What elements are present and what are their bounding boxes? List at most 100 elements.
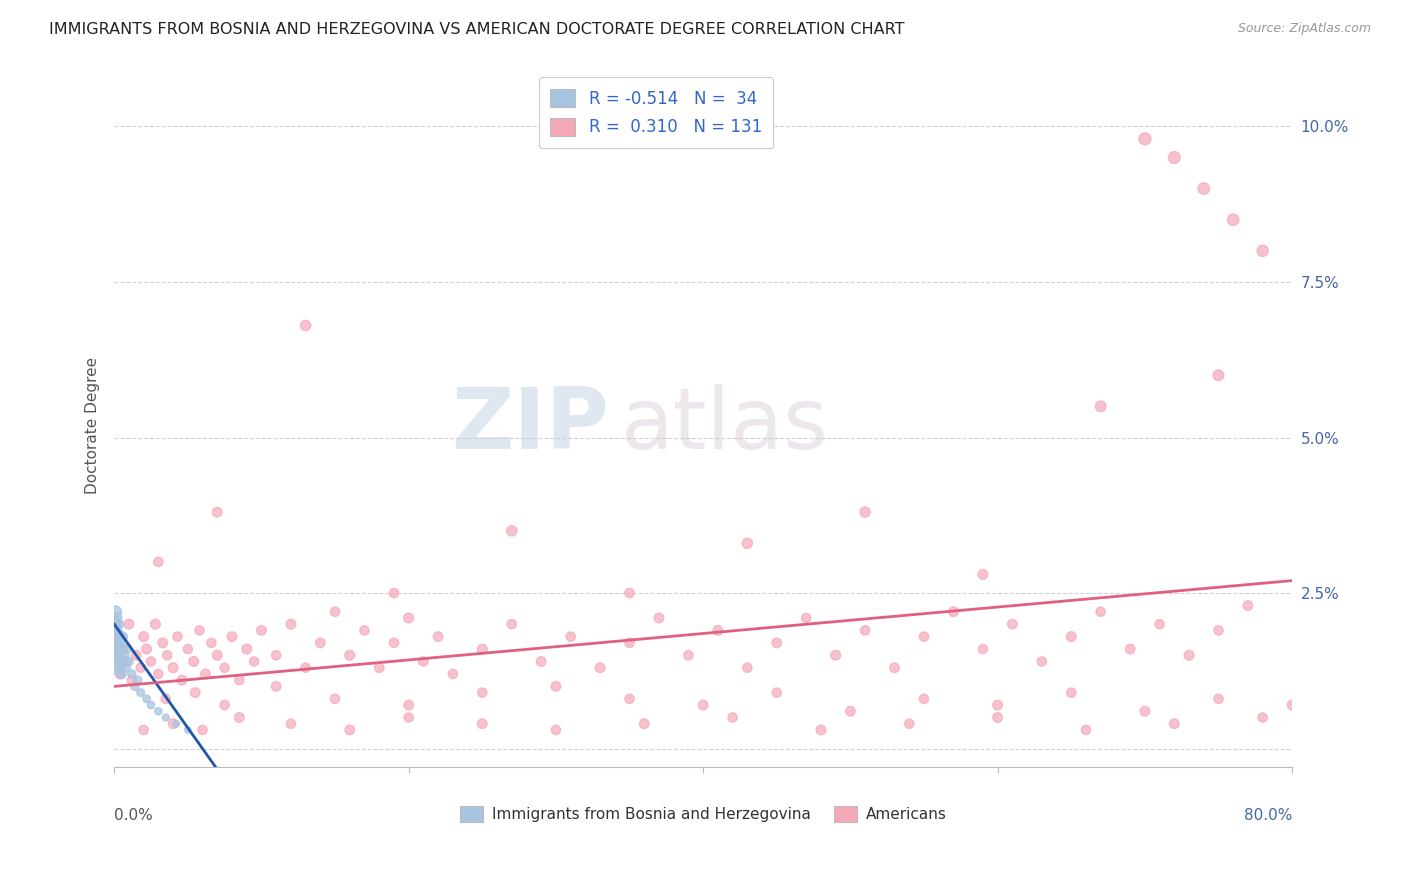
- Point: [1208, 624, 1230, 638]
- Point: [132, 630, 155, 644]
- Point: [135, 691, 157, 706]
- Point: [148, 704, 170, 718]
- Point: [264, 679, 287, 693]
- Text: Source: ZipAtlas.com: Source: ZipAtlas.com: [1237, 22, 1371, 36]
- Point: [853, 624, 876, 638]
- Point: [294, 661, 316, 675]
- Point: [104, 605, 127, 619]
- Point: [135, 642, 157, 657]
- Point: [129, 661, 152, 675]
- Point: [1090, 400, 1112, 414]
- Point: [200, 636, 222, 650]
- Point: [165, 716, 187, 731]
- Point: [177, 642, 200, 657]
- Point: [972, 642, 994, 657]
- Point: [139, 655, 162, 669]
- Point: [471, 685, 494, 699]
- Point: [105, 642, 128, 657]
- Point: [471, 716, 494, 731]
- Y-axis label: Doctorate Degree: Doctorate Degree: [86, 357, 100, 493]
- Point: [127, 673, 149, 688]
- Point: [382, 586, 405, 600]
- Point: [115, 655, 138, 669]
- Point: [987, 710, 1010, 724]
- Point: [544, 679, 567, 693]
- Point: [678, 648, 700, 663]
- Point: [382, 636, 405, 650]
- Point: [155, 710, 177, 724]
- Point: [824, 648, 846, 663]
- Point: [145, 617, 167, 632]
- Point: [155, 691, 177, 706]
- Point: [104, 648, 127, 663]
- Point: [118, 617, 141, 632]
- Point: [104, 617, 127, 632]
- Point: [501, 617, 523, 632]
- Point: [765, 685, 787, 699]
- Point: [412, 655, 434, 669]
- Point: [162, 716, 184, 731]
- Point: [228, 673, 250, 688]
- Point: [589, 661, 612, 675]
- Point: [619, 586, 641, 600]
- Point: [883, 661, 905, 675]
- Point: [156, 648, 179, 663]
- Point: [207, 648, 229, 663]
- Point: [121, 673, 143, 688]
- Point: [1149, 617, 1171, 632]
- Point: [1133, 704, 1156, 718]
- Point: [103, 630, 125, 644]
- Point: [912, 691, 935, 706]
- Point: [110, 642, 132, 657]
- Point: [104, 624, 127, 638]
- Point: [898, 716, 921, 731]
- Point: [194, 667, 217, 681]
- Point: [987, 698, 1010, 712]
- Point: [1251, 710, 1274, 724]
- Point: [765, 636, 787, 650]
- Point: [398, 611, 420, 625]
- Point: [721, 710, 744, 724]
- Point: [368, 661, 391, 675]
- Point: [737, 661, 759, 675]
- Point: [737, 536, 759, 550]
- Text: IMMIGRANTS FROM BOSNIA AND HERZEGOVINA VS AMERICAN DOCTORATE DEGREE CORRELATION : IMMIGRANTS FROM BOSNIA AND HERZEGOVINA V…: [49, 22, 904, 37]
- Point: [1060, 630, 1083, 644]
- Point: [124, 679, 146, 693]
- Point: [1001, 617, 1024, 632]
- Point: [1178, 648, 1201, 663]
- Point: [1163, 151, 1185, 165]
- Point: [243, 655, 266, 669]
- Point: [115, 661, 138, 675]
- Point: [853, 505, 876, 519]
- Point: [912, 630, 935, 644]
- Point: [619, 636, 641, 650]
- Point: [323, 605, 346, 619]
- Point: [501, 524, 523, 538]
- Point: [810, 723, 832, 737]
- Point: [111, 655, 134, 669]
- Point: [633, 716, 655, 731]
- Point: [619, 691, 641, 706]
- Point: [104, 636, 127, 650]
- Point: [162, 661, 184, 675]
- Point: [125, 648, 148, 663]
- Point: [1031, 655, 1053, 669]
- Point: [177, 723, 200, 737]
- Point: [104, 642, 127, 657]
- Point: [221, 630, 243, 644]
- Point: [108, 667, 131, 681]
- Point: [207, 505, 229, 519]
- Point: [1251, 244, 1274, 258]
- Point: [692, 698, 714, 712]
- Point: [1237, 599, 1260, 613]
- Point: [1281, 698, 1303, 712]
- Point: [104, 661, 127, 675]
- Text: ZIP: ZIP: [451, 384, 609, 467]
- Point: [191, 723, 214, 737]
- Point: [280, 716, 302, 731]
- Point: [544, 723, 567, 737]
- Point: [250, 624, 273, 638]
- Point: [1133, 132, 1156, 146]
- Point: [132, 723, 155, 737]
